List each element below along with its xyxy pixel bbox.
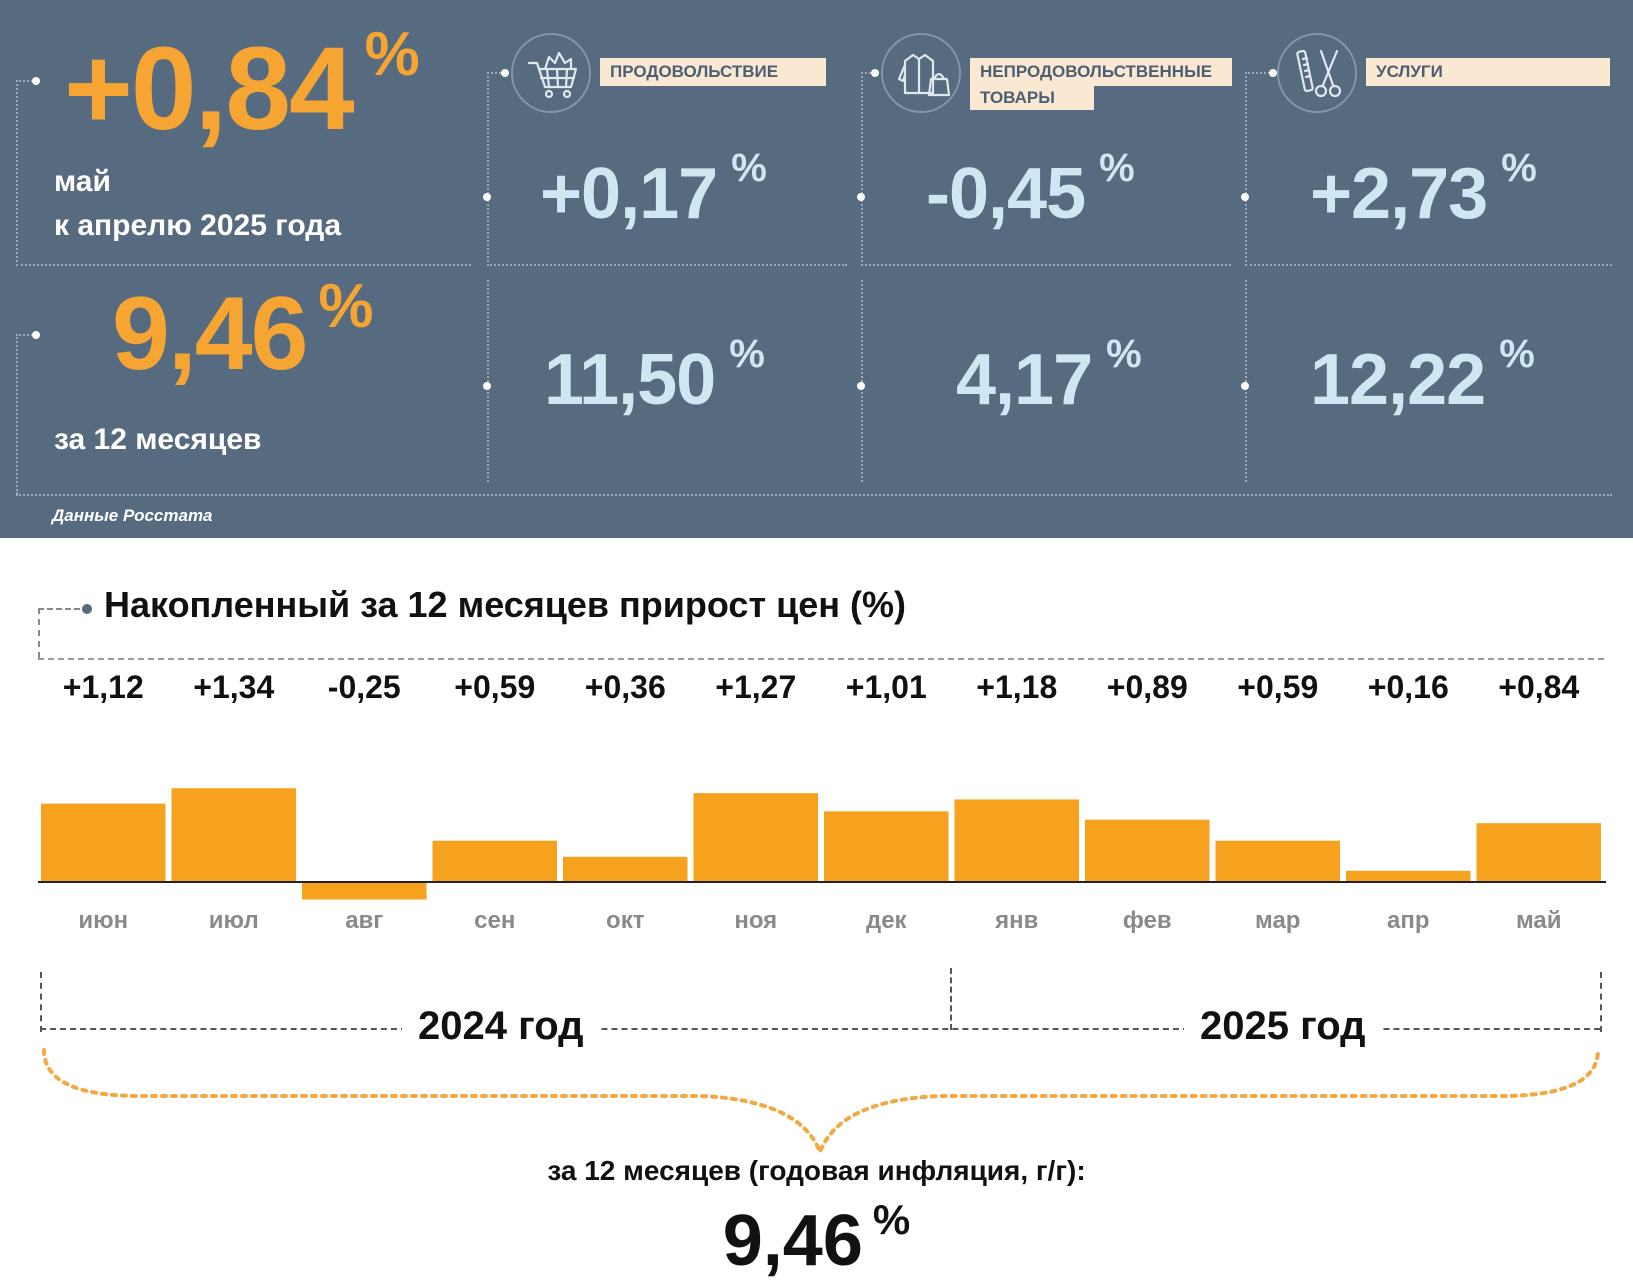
title-underline [38,658,1604,660]
bar [824,811,949,882]
bar [171,788,296,882]
connector-dot [483,382,491,390]
x-tick-label: авг [345,907,383,934]
frame-line [16,334,36,336]
frame-line [1245,280,1247,482]
bar [563,856,688,882]
frame-line [16,494,1612,496]
value-label: +0,89 [1107,669,1188,705]
year-bracket-right [1600,972,1602,1032]
bar [693,793,818,882]
annual-inflation-value: 9,46% [112,272,374,392]
value-label: +1,18 [976,669,1057,705]
bar [432,840,557,882]
connector-dot [857,382,865,390]
frame-line [487,72,505,74]
nonfood-monthly-value: -0,45% [926,146,1135,234]
value-label: +0,59 [454,669,535,705]
frame-line [861,72,875,74]
x-tick-label: май [1516,907,1562,934]
category-tag-food: ПРОДОВОЛЬСТВИЕ [600,58,826,86]
monthly-inflation-label: май к апрелю 2025 года [54,165,342,242]
services-monthly-value: +2,73% [1310,146,1537,234]
bar [1346,870,1471,882]
bar [1215,840,1340,882]
chart-title: Накопленный за 12 месяцев прирост цен (%… [104,584,906,625]
x-tick-label: сен [474,907,515,934]
services-annual-value: 12,22% [1310,332,1535,420]
bar [41,803,166,882]
frame-line [38,608,40,658]
connector-dot [1241,193,1249,201]
connector-dot [483,193,491,201]
x-tick-label: мар [1255,907,1300,934]
clothes-bag-icon [881,33,961,113]
frame-line [861,280,863,482]
food-annual-value: 11,50% [544,332,765,420]
year-span-line [40,1028,1600,1030]
category-tag-nonfood: НЕПРОДОВОЛЬСТВЕННЫЕ [970,58,1232,86]
shopping-cart-icon [511,33,591,113]
annual-caption: за 12 месяцев (годовая инфляция, г/г): [547,1155,1086,1186]
frame-line [861,72,863,262]
frame-line [16,264,471,266]
x-tick-label: апр [1387,907,1430,934]
bar [1476,823,1601,882]
connector-dot [1241,382,1249,390]
frame-line [16,80,36,82]
value-label: +0,84 [1498,669,1579,705]
x-tick-label: июл [209,907,259,934]
frame-line [861,264,1231,266]
year-bracket-left [40,972,42,1032]
monthly-bar-chart: +1,12 июн +1,34 июл -0,25 авг +0,59 сен +0,36 окт… [38,669,1606,934]
x-tick-label: окт [606,907,645,934]
comb-scissors-icon [1277,33,1357,113]
bar [302,882,427,900]
connector-dot [857,193,865,201]
curly-brace [42,1048,1600,1158]
food-monthly-value: +0,17% [540,146,767,234]
value-label: +1,27 [715,669,796,705]
year-label-2025: 2025 год [1184,1004,1382,1049]
connector-dot [871,69,879,77]
year-label-2024: 2024 год [402,1004,600,1049]
frame-line [1245,72,1247,262]
connector-dot [32,77,40,85]
value-label: +0,59 [1237,669,1318,705]
frame-line [487,264,847,266]
bar [1085,819,1210,882]
nonfood-annual-value: 4,17% [956,332,1142,420]
year-divider [950,968,952,1030]
x-tick-label: янв [994,907,1038,934]
frame-line [1245,264,1612,266]
annual-inflation-total: 9,46% [722,1196,911,1281]
annual-inflation-label: за 12 месяцев [54,423,262,456]
frame-line [487,72,489,262]
value-label: +1,34 [193,669,274,705]
connector-dot [1269,69,1277,77]
x-tick-label: фев [1123,907,1172,934]
frame-line [1245,72,1273,74]
frame-line [16,80,18,262]
connector-dot [32,331,40,339]
frame-line [487,280,489,482]
category-tag-services: УСЛУГИ [1366,58,1610,86]
category-tag-nonfood-line2: ТОВАРЫ [970,84,1094,110]
title-dot [82,604,92,614]
monthly-inflation-value: +0,84% [64,20,420,155]
x-tick-label: дек [866,907,908,934]
connector-dot [501,69,509,77]
frame-line [16,334,18,494]
value-label: +0,16 [1368,669,1449,705]
value-label: +1,01 [846,669,927,705]
summary-panel: +0,84% май к апрелю 2025 года 9,46% за 1… [0,0,1633,538]
frame-line [38,608,80,610]
value-label: +1,12 [63,669,144,705]
value-label: +0,36 [585,669,666,705]
x-tick-label: июн [78,907,128,934]
data-source-note: Данные Росстата [52,506,213,525]
value-label: -0,25 [328,669,401,705]
x-tick-label: ноя [734,907,777,934]
bar [954,799,1079,882]
